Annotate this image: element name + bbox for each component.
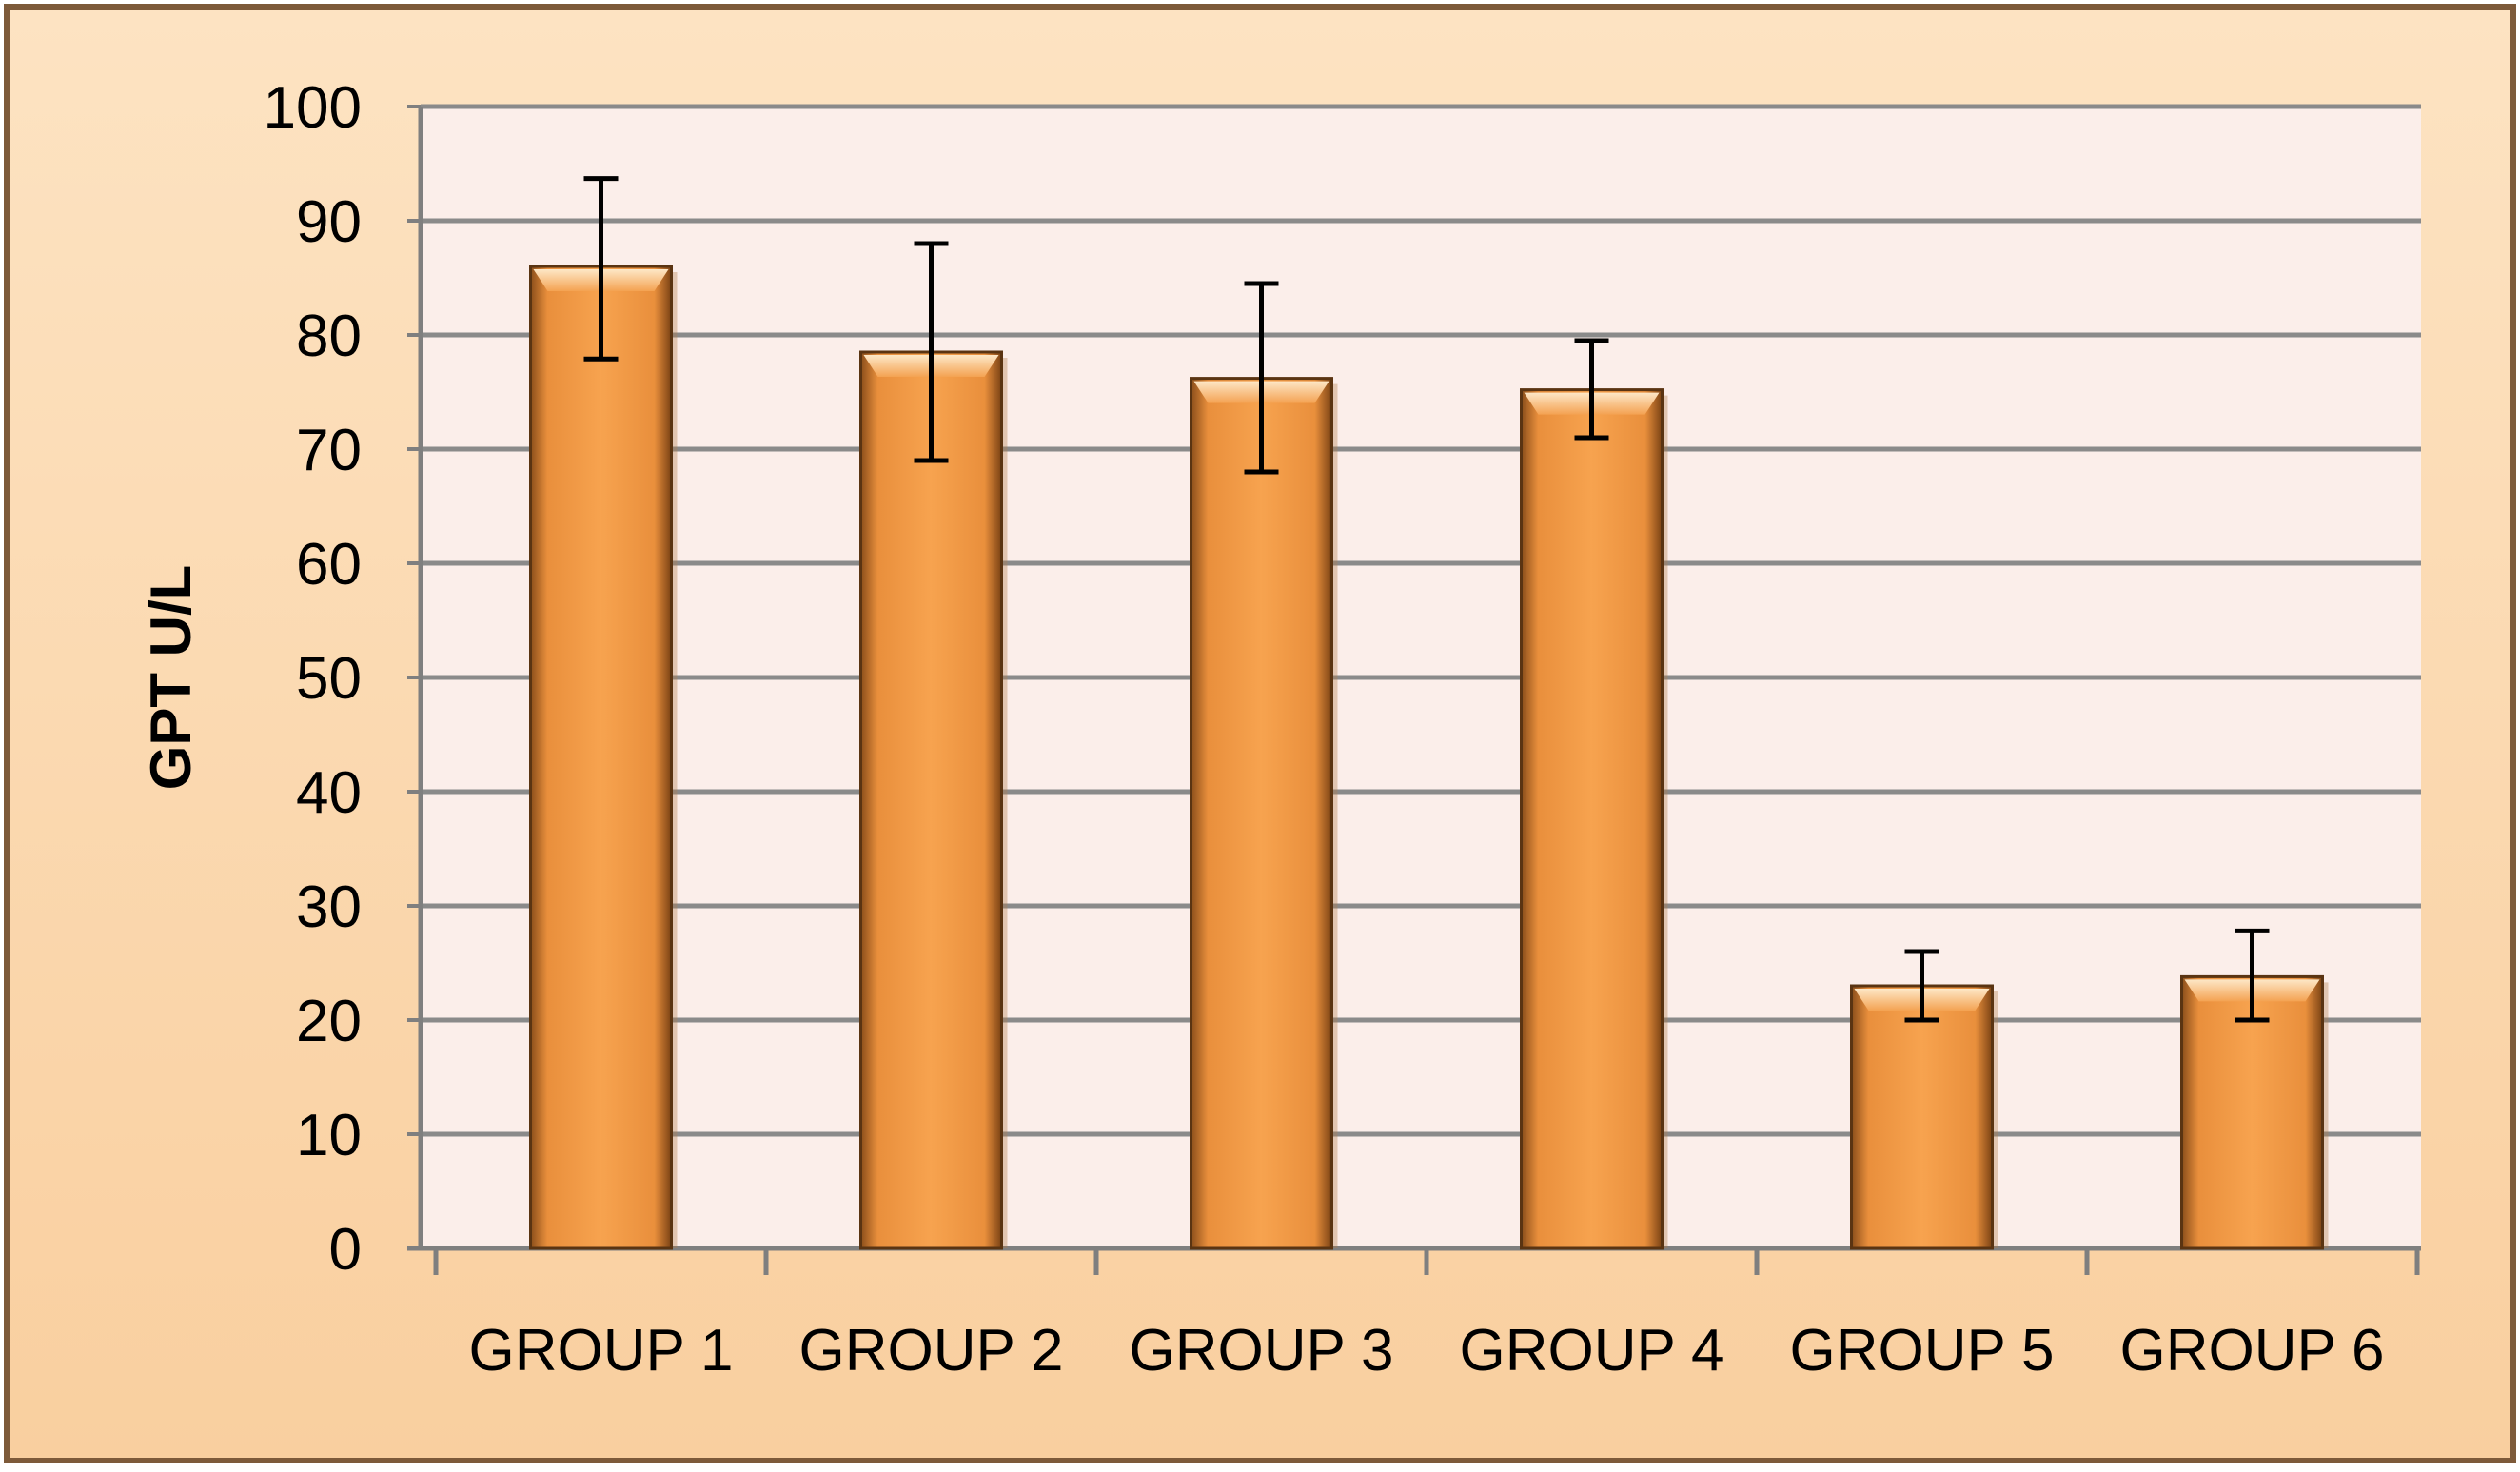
y-tick-label: 30 [296, 874, 362, 940]
bar-3 [1190, 377, 1333, 1250]
bar-2 [859, 350, 1003, 1250]
x-tick-label: GROUP 6 [2120, 1318, 2385, 1384]
y-axis-tick-labels: 0 10 20 30 40 50 60 70 80 90 100 [264, 75, 362, 1283]
y-axis-title: GPT U/L [139, 565, 203, 791]
error-bars [583, 176, 2270, 1023]
x-tick-label: GROUP 3 [1130, 1318, 1394, 1384]
bar-4 [1520, 388, 1664, 1250]
x-axis-tick-labels: GROUP 1 GROUP 2 GROUP 3 GROUP 4 GROUP 5 GROUP… [469, 1318, 2385, 1384]
y-tick-label: 0 [329, 1217, 362, 1283]
y-tick-label: 20 [296, 989, 362, 1054]
y-tick-label: 60 [296, 532, 362, 598]
y-tick-label: 80 [296, 304, 362, 369]
bar-1 [529, 265, 673, 1250]
bars [529, 265, 2329, 1250]
gridlines [407, 104, 2421, 1250]
x-tick-label: GROUP 5 [1790, 1318, 2055, 1384]
y-tick-label: 70 [296, 418, 362, 483]
y-tick-label: 100 [264, 75, 362, 141]
bar-5 [1850, 984, 1994, 1250]
x-tick-label: GROUP 4 [1460, 1318, 1724, 1384]
axes [407, 107, 2421, 1275]
y-tick-label: 90 [296, 189, 362, 255]
x-tick-label: GROUP 1 [469, 1318, 734, 1384]
x-tick-label: GROUP 2 [799, 1318, 1064, 1384]
y-tick-label: 10 [296, 1103, 362, 1168]
y-tick-label: 40 [296, 760, 362, 826]
y-tick-label: 50 [296, 646, 362, 712]
